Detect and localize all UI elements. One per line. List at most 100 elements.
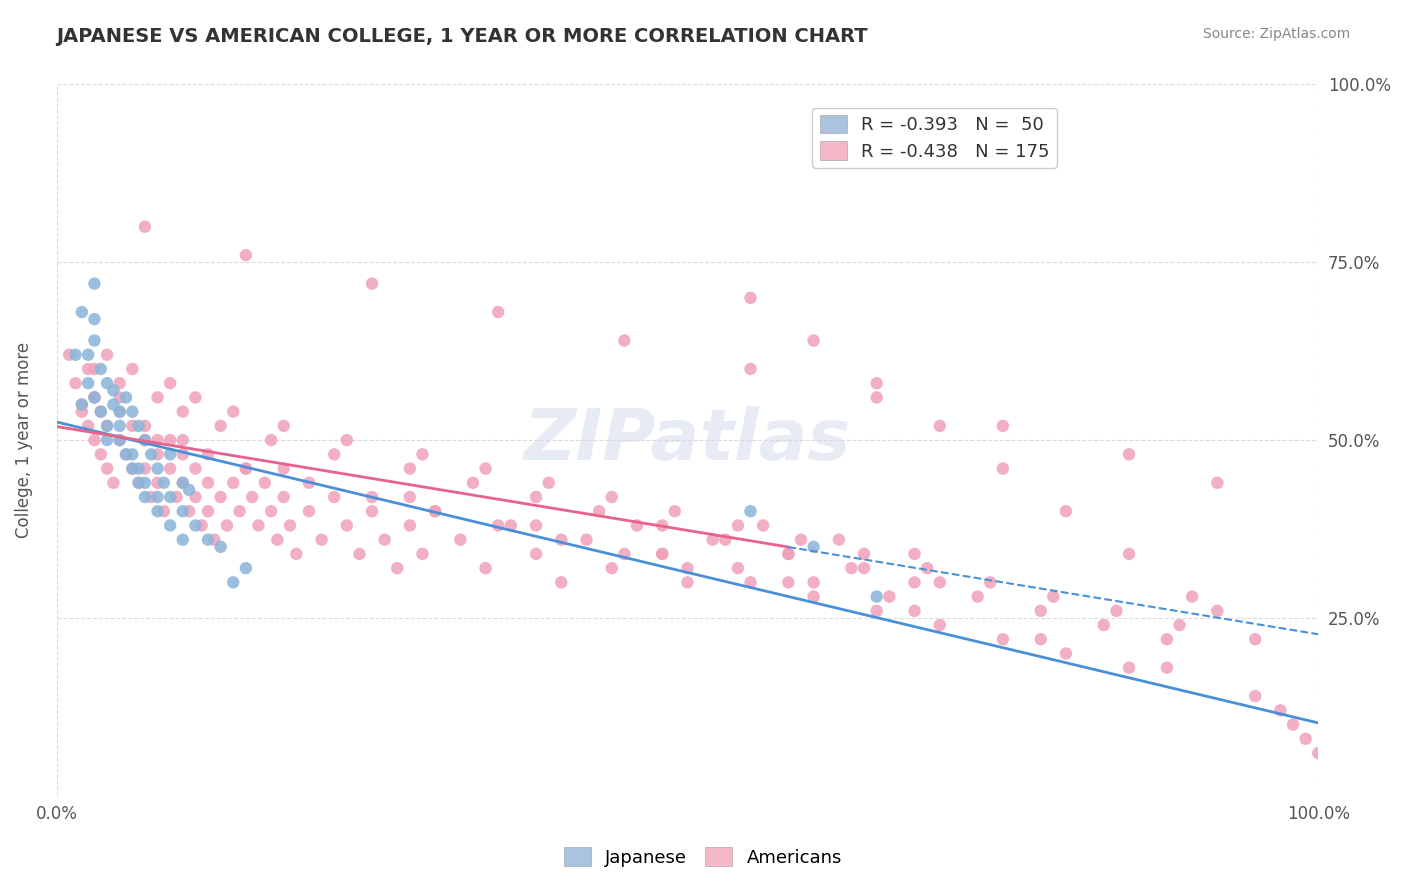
Point [399,490,422,504]
Point [285,547,308,561]
Point [1156,661,1178,675]
Point [235,461,257,475]
Point [197,475,219,490]
Point [108,404,131,418]
Point [172,533,194,547]
Point [90,404,112,418]
Point [121,404,143,418]
Point [108,433,131,447]
Point [103,384,125,398]
Point [108,404,131,418]
Point [727,518,749,533]
Point [128,475,150,490]
Point [903,547,925,561]
Point [991,632,1014,647]
Point [399,518,422,533]
Point [449,533,471,547]
Point [190,518,212,533]
Point [166,490,188,504]
Point [260,504,283,518]
Point [115,447,138,461]
Point [866,604,889,618]
Point [1295,731,1317,746]
Point [1244,689,1267,703]
Text: Source: ZipAtlas.com: Source: ZipAtlas.com [1202,27,1350,41]
Point [197,533,219,547]
Point [209,540,232,554]
Point [740,575,762,590]
Point [77,418,100,433]
Point [141,490,163,504]
Point [361,277,384,291]
Point [253,475,276,490]
Point [108,376,131,391]
Point [121,461,143,475]
Legend: Japanese, Americans: Japanese, Americans [557,840,849,874]
Point [202,533,225,547]
Point [853,547,876,561]
Point [1156,632,1178,647]
Point [575,533,598,547]
Point [108,418,131,433]
Point [184,490,207,504]
Point [83,277,105,291]
Point [240,490,263,504]
Point [222,404,245,418]
Point [90,362,112,376]
Text: JAPANESE VS AMERICAN COLLEGE, 1 YEAR OR MORE CORRELATION CHART: JAPANESE VS AMERICAN COLLEGE, 1 YEAR OR … [56,27,868,45]
Point [1105,604,1128,618]
Point [423,504,446,518]
Point [146,475,169,490]
Point [115,447,138,461]
Point [588,504,610,518]
Point [77,348,100,362]
Point [159,447,181,461]
Point [108,391,131,405]
Point [146,504,169,518]
Point [374,533,396,547]
Point [96,376,118,391]
Point [197,504,219,518]
Point [83,334,105,348]
Point [790,533,813,547]
Point [866,590,889,604]
Point [83,391,105,405]
Point [228,504,250,518]
Point [702,533,724,547]
Legend: R = -0.393   N =  50, R = -0.438   N = 175: R = -0.393 N = 50, R = -0.438 N = 175 [813,108,1057,168]
Point [146,461,169,475]
Point [915,561,938,575]
Point [128,475,150,490]
Point [121,418,143,433]
Point [172,475,194,490]
Point [222,475,245,490]
Point [1042,590,1064,604]
Point [537,475,560,490]
Point [121,362,143,376]
Point [273,418,295,433]
Point [323,490,346,504]
Point [172,404,194,418]
Point [159,376,181,391]
Point [311,533,333,547]
Point [651,547,673,561]
Point [134,475,156,490]
Point [83,312,105,326]
Point [215,518,238,533]
Point [524,547,547,561]
Point [336,518,359,533]
Point [153,504,176,518]
Point [172,475,194,490]
Point [600,561,623,575]
Point [323,447,346,461]
Point [613,334,636,348]
Point [121,447,143,461]
Point [336,433,359,447]
Point [1270,703,1292,717]
Point [1206,604,1229,618]
Point [108,433,131,447]
Point [159,461,181,475]
Point [524,518,547,533]
Point [222,575,245,590]
Point [676,575,699,590]
